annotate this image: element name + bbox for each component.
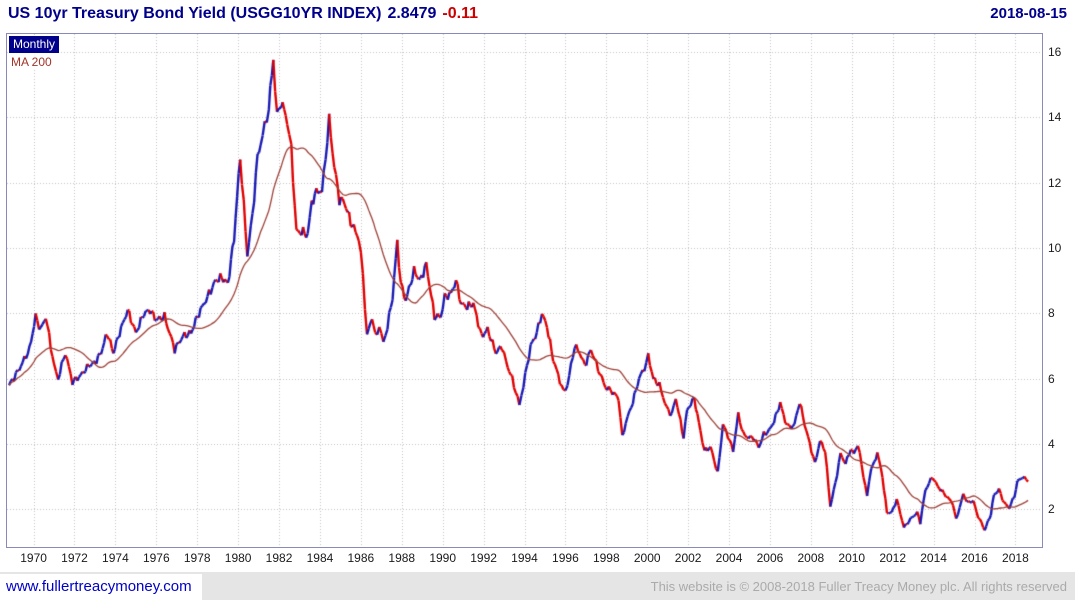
y-tick-label: 6 [1048,371,1055,386]
x-tick-label: 2016 [961,551,988,565]
x-tick-label: 2008 [797,551,825,565]
x-tick-label: 2002 [674,551,702,565]
timeframe-label: Monthly [9,36,60,53]
site-link[interactable]: www.fullertreacymoney.com [0,574,202,600]
x-tick-label: 1974 [102,551,129,565]
x-tick-label: 2006 [756,551,784,565]
x-tick-label: 1976 [142,551,170,565]
x-tick-label: 2010 [838,551,866,565]
page-footer: www.fullertreacymoney.com This website i… [0,572,1075,600]
x-tick-label: 1972 [61,551,88,565]
x-tick-label: 1970 [20,551,47,565]
y-tick-label: 10 [1048,241,1062,256]
y-tick-label: 2 [1048,502,1055,517]
x-tick-label: 2018 [1002,551,1029,565]
x-tick-label: 1990 [429,551,457,565]
price-change: -0.11 [442,5,478,22]
x-tick-label: 2012 [879,551,907,565]
copyright-text: This website is © 2008-2018 Fuller Treac… [650,579,1067,594]
x-tick-label: 2000 [633,551,661,565]
x-tick-label: 1982 [265,551,293,565]
chart-date: 2018-08-15 [990,5,1067,22]
x-tick-label: 1978 [183,551,211,565]
y-tick-label: 16 [1048,44,1062,59]
x-tick-label: 1986 [347,551,375,565]
ma-legend-label: MA 200 [9,55,54,69]
y-tick-label: 8 [1048,306,1055,321]
x-tick-label: 1980 [224,551,252,565]
x-tick-label: 1998 [592,551,620,565]
x-tick-label: 1984 [306,551,334,565]
x-tick-label: 2014 [920,551,947,565]
chart-region: Monthly MA 200 2 4 6 8 10 12 14 16 1970 1972 1974 1… [6,33,1062,565]
x-tick-label: 2004 [715,551,743,565]
last-price: 2.8479 [387,5,437,22]
instrument-title: US 10yr Treasury Bond Yield (USGG10YR IN… [8,5,382,22]
y-tick-label: 14 [1048,110,1062,125]
y-tick-label: 4 [1048,437,1055,452]
x-tick-label: 1988 [388,551,416,565]
price-chart-canvas[interactable] [7,34,1042,547]
x-tick-label: 1996 [552,551,579,565]
x-tick-label: 1994 [511,551,538,565]
chart-title: US 10yr Treasury Bond Yield (USGG10YR IN… [8,5,478,23]
y-tick-label: 12 [1048,175,1062,190]
chart-header: US 10yr Treasury Bond Yield (USGG10YR IN… [0,0,1075,30]
x-tick-label: 1992 [470,551,497,565]
